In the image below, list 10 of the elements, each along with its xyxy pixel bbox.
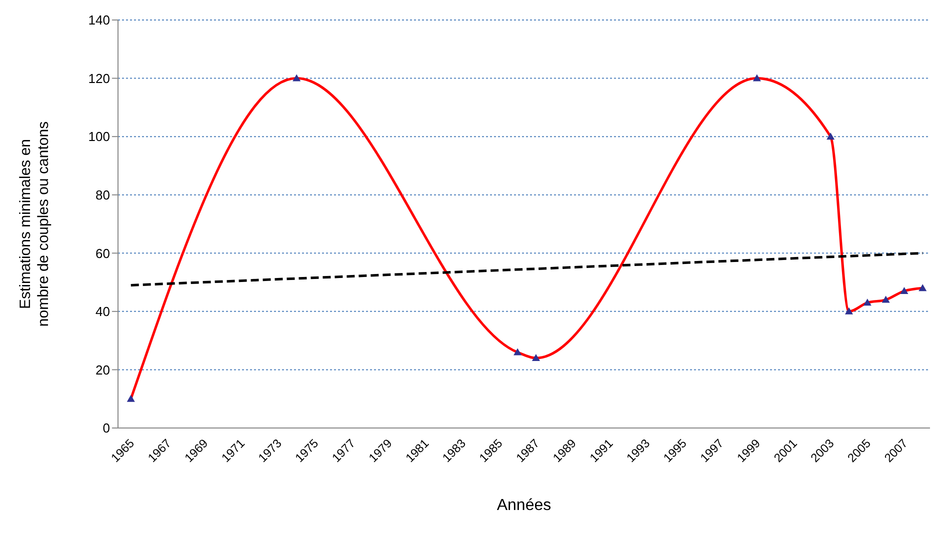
y-tick-label: 100 [88,129,110,144]
y-tick-label: 20 [96,362,110,378]
y-tick-label: 80 [96,187,110,202]
y-tick-label: 120 [88,70,110,86]
y-tick-label: 60 [96,246,110,261]
y-tick-label: 0 [102,420,110,436]
y-axis-title: Estimations minimales en nombre de couples ou cantons [17,121,52,327]
y-tick-label: 140 [88,12,110,28]
x-axis-title: Années [496,497,552,514]
y-tick-label: 40 [96,304,110,320]
